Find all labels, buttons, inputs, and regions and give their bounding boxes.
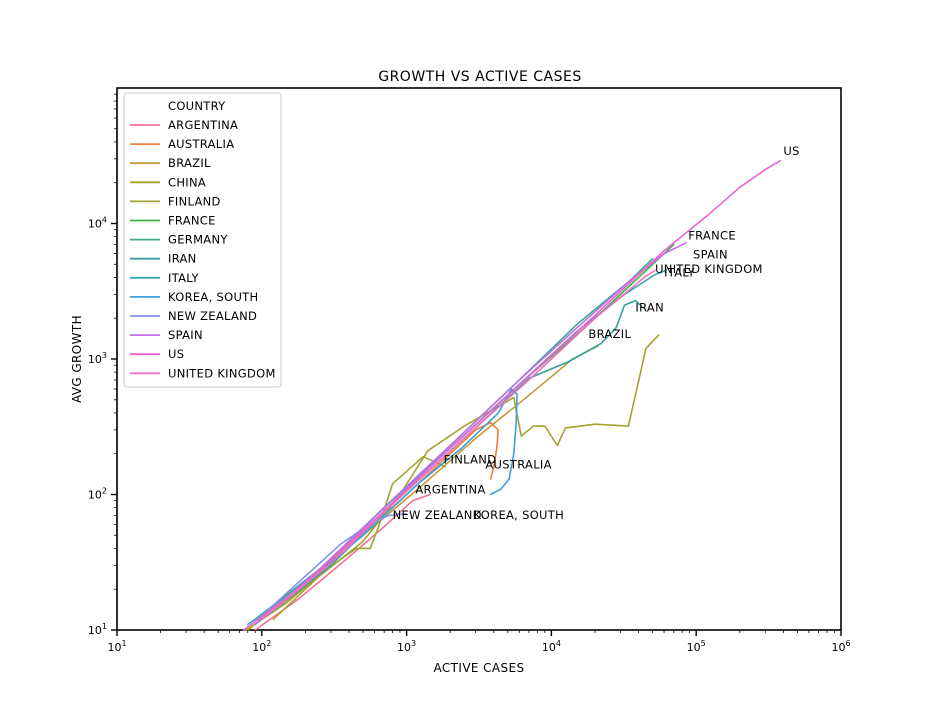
x-tick-label: 104	[542, 639, 561, 654]
series-layer	[242, 160, 781, 631]
series-line-finland	[245, 455, 447, 631]
y-tick-label: 102	[88, 487, 107, 502]
x-tick-label: 102	[252, 639, 271, 654]
legend-label-us: US	[168, 347, 184, 361]
x-tick-label: 103	[397, 639, 416, 654]
x-tick-label: 105	[687, 639, 706, 654]
legend-items: ARGENTINA AUSTRALIA BRAZIL CHINA FINLAND FRAN…	[130, 118, 276, 380]
legend-label-germany: GERMANY	[168, 233, 228, 247]
y-tick-label: 101	[88, 622, 107, 637]
y-axis: 101 102 103 104	[88, 93, 117, 637]
legend-label-france: FRANCE	[168, 214, 216, 228]
annotation-italy: ITALY	[664, 266, 695, 280]
annotation-korea-south: KOREA, SOUTH	[474, 508, 564, 522]
annotation-finland: FINLAND	[444, 452, 497, 466]
legend-label-korea-south: KOREA, SOUTH	[168, 290, 258, 304]
x-axis: 101 102 103 104 105 106	[107, 630, 851, 654]
series-line-korea-south	[247, 388, 518, 626]
series-line-us	[242, 160, 781, 631]
legend-label-new-zealand: NEW ZEALAND	[168, 309, 257, 323]
legend: COUNTRY ARGENTINA AUSTRALIA BRAZIL CHINA FIN…	[123, 92, 282, 388]
legend-label-spain: SPAIN	[168, 328, 203, 342]
annotation-australia: AUSTRALIA	[485, 458, 551, 472]
legend-label-china: CHINA	[168, 175, 206, 189]
series-line-spain	[254, 242, 687, 626]
annotation-us: US	[783, 144, 799, 158]
legend-label-united-kingdom: UNITED KINGDOM	[168, 366, 276, 380]
legend-label-italy: ITALY	[168, 271, 199, 285]
series-line-australia	[254, 421, 500, 626]
y-tick-label: 103	[88, 351, 107, 366]
annotation-new-zealand: NEW ZEALAND	[393, 508, 482, 522]
legend-label-argentina: ARGENTINA	[168, 118, 238, 132]
legend-label-australia: AUSTRALIA	[168, 137, 234, 151]
annotation-spain: SPAIN	[693, 248, 728, 262]
y-tick-label: 104	[88, 216, 107, 231]
series-line-united-kingdom	[261, 269, 656, 621]
y-axis-label: AVG GROWTH	[70, 315, 84, 403]
annotation-argentina: ARGENTINA	[415, 482, 485, 496]
x-tick-label: 101	[107, 639, 126, 654]
annotation-iran: IRAN	[635, 300, 664, 314]
legend-label-brazil: BRAZIL	[168, 156, 211, 170]
legend-label-iran: IRAN	[168, 252, 197, 266]
series-line-argentina	[254, 493, 431, 631]
series-line-new-zealand	[267, 513, 408, 611]
series-line-china	[272, 334, 660, 621]
x-tick-label: 106	[831, 639, 850, 654]
annotation-united-kingdom: UNITED KINGDOM	[655, 262, 763, 276]
legend-title: COUNTRY	[168, 99, 226, 113]
annotation-brazil: BRAZIL	[588, 327, 631, 341]
legend-box	[123, 92, 282, 388]
annotation-france: FRANCE	[688, 229, 736, 243]
chart-title: GROWTH VS ACTIVE CASES	[378, 69, 582, 85]
legend-label-finland: FINLAND	[168, 194, 221, 208]
x-axis-label: ACTIVE CASES	[433, 661, 524, 675]
